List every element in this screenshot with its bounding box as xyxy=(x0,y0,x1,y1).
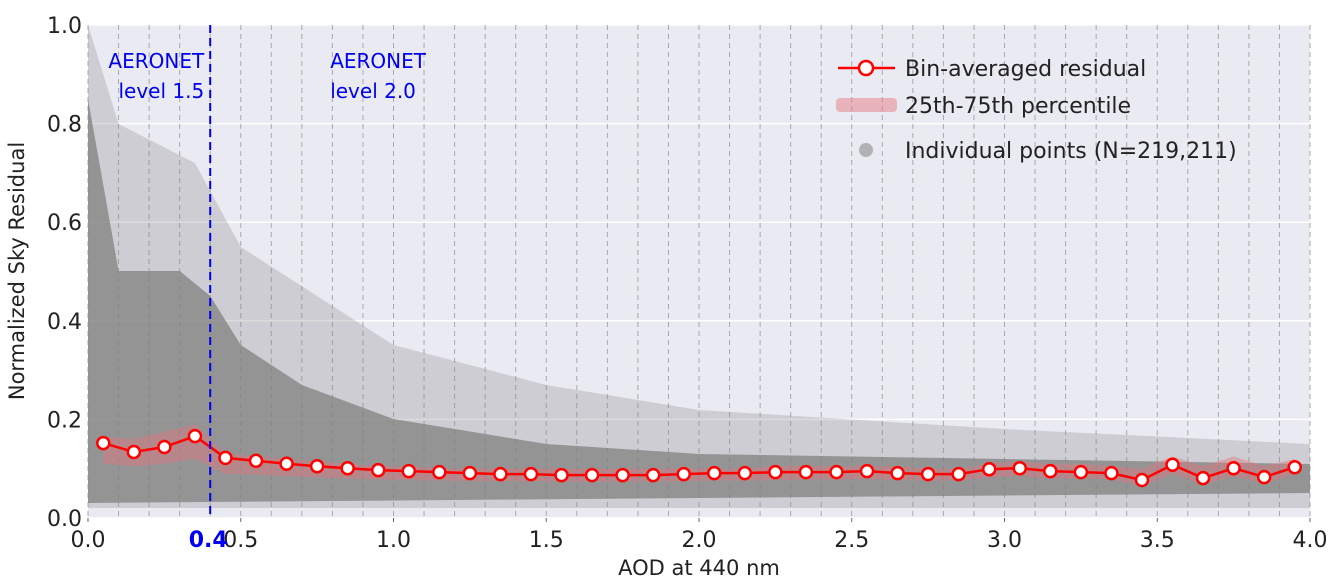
data-point xyxy=(462,465,478,481)
data-point xyxy=(370,462,386,478)
data-point xyxy=(401,463,417,479)
data-point xyxy=(157,439,172,455)
data-point xyxy=(96,435,111,451)
data-point xyxy=(737,465,753,481)
data-point xyxy=(432,464,447,480)
y-tick-label: 0.8 xyxy=(47,113,82,138)
data-point xyxy=(951,466,966,482)
data-point xyxy=(859,463,875,479)
data-point xyxy=(920,466,936,482)
x-tick-label: 0.0 xyxy=(71,528,106,553)
x-tick-label: 3.0 xyxy=(987,528,1022,553)
data-point xyxy=(584,467,600,483)
y-tick-label: 0.4 xyxy=(47,310,82,335)
plot xyxy=(96,424,1302,488)
scatter-cloud xyxy=(88,25,1310,508)
legend: Bin-averaged residual 25th-75th percenti… xyxy=(836,57,1237,164)
data-point xyxy=(768,464,783,480)
legend-dot xyxy=(859,143,873,157)
x-axis-label: AOD at 440 nm xyxy=(618,556,780,580)
data-point xyxy=(1287,459,1302,475)
annotation: AERONET xyxy=(330,49,427,73)
x-tick-label: 1.5 xyxy=(529,528,564,553)
y-axis-label: Normalized Sky Residual xyxy=(5,142,29,400)
data-point xyxy=(676,466,691,482)
data-point xyxy=(187,428,203,444)
legend-label: Bin-averaged residual xyxy=(905,57,1146,82)
x-tick-label: 0.5 xyxy=(223,528,258,553)
data-point xyxy=(1043,463,1058,479)
data-point xyxy=(707,465,722,481)
threshold-label: 0.4 xyxy=(189,528,228,553)
x-tick-label: 4.0 xyxy=(1293,528,1328,553)
data-point xyxy=(1165,457,1180,473)
data-point xyxy=(645,467,661,483)
data-point xyxy=(218,450,233,466)
x-tick-label: 1.0 xyxy=(376,528,411,553)
x-tick-label: 3.5 xyxy=(1140,528,1175,553)
data-point xyxy=(890,465,905,481)
data-point xyxy=(615,467,630,483)
scatter-cloud-outer xyxy=(88,25,1310,508)
data-point xyxy=(126,444,142,460)
legend-label: Individual points (N=219,211) xyxy=(905,139,1237,164)
data-point xyxy=(554,467,569,483)
data-point xyxy=(309,458,325,474)
y-tick-label: 0.0 xyxy=(47,507,82,532)
annotation: level 1.5 xyxy=(118,79,204,103)
data-point xyxy=(981,461,997,477)
data-point xyxy=(1256,469,1272,485)
y-tick-label: 0.2 xyxy=(47,408,82,433)
x-tick-label: 2.5 xyxy=(834,528,869,553)
data-point xyxy=(798,464,814,480)
series-line xyxy=(102,434,1296,482)
grid xyxy=(87,24,1311,519)
data-point xyxy=(523,466,539,482)
data-point xyxy=(1104,465,1119,481)
data-point xyxy=(1134,472,1150,488)
y-tick-label: 0.6 xyxy=(47,211,82,236)
data-point xyxy=(340,460,355,476)
data-point xyxy=(1226,460,1241,476)
scatter-cloud-dense xyxy=(88,99,1310,503)
data-point xyxy=(279,456,294,472)
legend-label: 25th-75th percentile xyxy=(905,94,1131,119)
annotation: AERONET xyxy=(108,49,205,73)
x-tick-label: 2.0 xyxy=(682,528,717,553)
annotation: level 2.0 xyxy=(330,79,416,103)
data-point xyxy=(829,464,844,480)
data-point xyxy=(493,466,508,482)
data-point xyxy=(1012,460,1028,476)
data-point xyxy=(1073,464,1089,480)
legend-band xyxy=(836,98,897,112)
y-tick-label: 1.0 xyxy=(47,14,82,39)
data-point xyxy=(1195,470,1211,486)
legend-marker xyxy=(857,59,875,77)
data-point xyxy=(248,453,264,469)
